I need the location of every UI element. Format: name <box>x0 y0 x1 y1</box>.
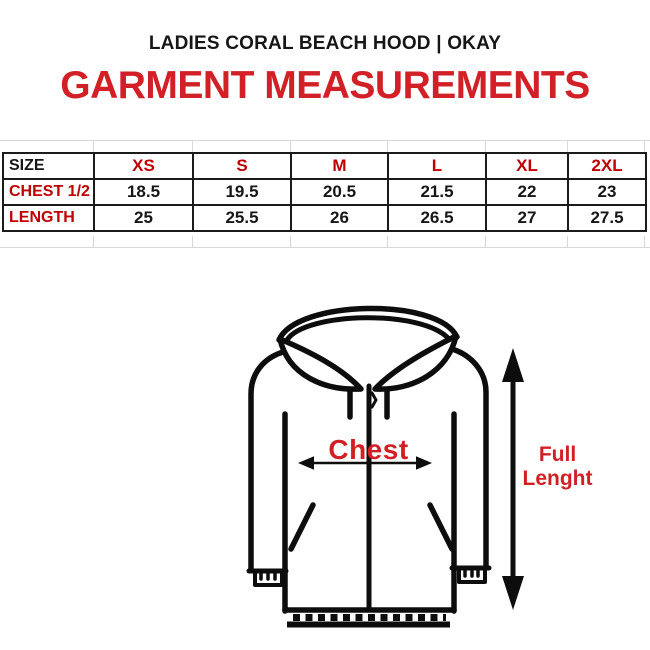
chest-value-xs: 18.5 <box>93 178 194 206</box>
chest-value-s: 19.5 <box>192 178 292 206</box>
full-length-label-line2: Lenght <box>522 467 593 490</box>
right-cuff-ribbing <box>463 567 480 578</box>
length-value-l: 26.5 <box>387 204 487 232</box>
column-header-xs: XS <box>93 152 194 180</box>
left-shoulder-sleeve <box>248 349 286 572</box>
chest-measurement-row: CHEST 1/2 18.5 19.5 20.5 21.5 22 23 <box>2 178 647 206</box>
chest-value-2xl: 23 <box>567 178 647 206</box>
length-value-s: 25.5 <box>192 204 292 232</box>
chest-dimension-label: Chest <box>328 434 409 465</box>
left-cuff <box>253 570 284 587</box>
chest-value-xl: 22 <box>485 178 569 206</box>
length-value-2xl: 27.5 <box>567 204 647 232</box>
row-label-length: LENGTH <box>2 204 95 232</box>
length-measurement-row: LENGTH 25 25.5 26 26.5 27 27.5 <box>2 204 647 232</box>
column-header-m: M <box>290 152 389 180</box>
size-chart-header-row: SIZE XS S M L XL 2XL <box>2 152 647 180</box>
chest-value-l: 21.5 <box>387 178 487 206</box>
hood-outer-arc <box>276 305 460 343</box>
length-value-m: 26 <box>290 204 389 232</box>
size-chart-table: SIZE XS S M L XL 2XL CHEST 1/2 18.5 19.5… <box>2 152 647 232</box>
right-pocket-line <box>427 502 455 552</box>
row-label-chest: CHEST 1/2 <box>2 178 95 206</box>
hood-right-leaf <box>372 333 459 392</box>
length-value-xs: 25 <box>93 204 194 232</box>
left-pocket-line <box>288 502 316 552</box>
full-length-dimension-label: Full Lenght <box>500 443 615 491</box>
column-header-s: S <box>192 152 292 180</box>
chest-value-m: 20.5 <box>290 178 389 206</box>
right-cuff <box>457 567 487 584</box>
product-title: LADIES CORAL BEACH HOOD | OKAY <box>148 33 502 54</box>
full-length-label-line1: Full <box>538 443 577 466</box>
hood-inner-arc <box>284 315 452 343</box>
column-header-xl: XL <box>485 152 569 180</box>
length-value-xl: 27 <box>485 204 569 232</box>
column-header-l: L <box>387 152 487 180</box>
full-length-arrow-icon <box>502 348 524 610</box>
hoodie-outline-drawing <box>246 305 492 628</box>
left-cuff-ribbing <box>259 570 277 581</box>
hood-left-leaf <box>277 336 364 392</box>
column-header-2xl: 2XL <box>567 152 647 180</box>
page-heading: GARMENT MEASUREMENTS <box>60 64 590 107</box>
right-shoulder-sleeve <box>449 346 489 569</box>
column-header-size: SIZE <box>2 152 95 180</box>
chest-width-arrow-icon <box>298 456 432 470</box>
faint-gridlines <box>0 140 650 248</box>
zipper-pull <box>370 391 378 409</box>
